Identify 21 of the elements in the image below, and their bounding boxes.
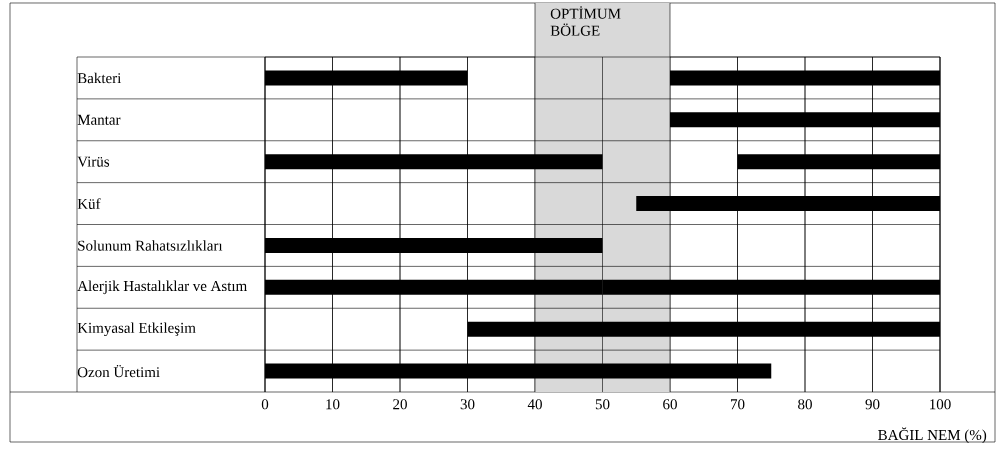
x-tick-label: 70: [731, 399, 745, 410]
x-tick-label: 90: [865, 399, 880, 410]
y-tick-label: Mantar: [77, 114, 121, 125]
y-tick-label: Bakteri: [77, 72, 122, 84]
x-tick-label: 40: [527, 399, 542, 410]
x-tick-label: 10: [326, 399, 340, 410]
x-tick-label: 80: [798, 399, 812, 410]
x-tick-label: 100: [930, 399, 951, 410]
y-tick-label: Alerjik Hastalıklar ve Astım: [77, 280, 247, 295]
y-tick-label: Kimyasal Etkileşim: [77, 322, 196, 337]
x-tick-label: 50: [595, 399, 610, 410]
y-tick-label: Virüs: [77, 156, 110, 167]
y-tick-label: Ozon Üretimi: [77, 364, 160, 378]
y-tick-label: Solunum Rahatsızlıkları: [78, 240, 223, 251]
x-tick-label: 60: [663, 399, 677, 410]
y-tick-label: Küf: [77, 198, 101, 209]
x-tick-label: 20: [393, 399, 407, 410]
x-axis-title: BAĞIL NEM (%): [878, 427, 987, 444]
x-tick-label: 0: [261, 399, 269, 410]
band-label: OPTİMUM BÖLGE: [550, 6, 621, 36]
x-tick-label: 30: [460, 399, 475, 410]
